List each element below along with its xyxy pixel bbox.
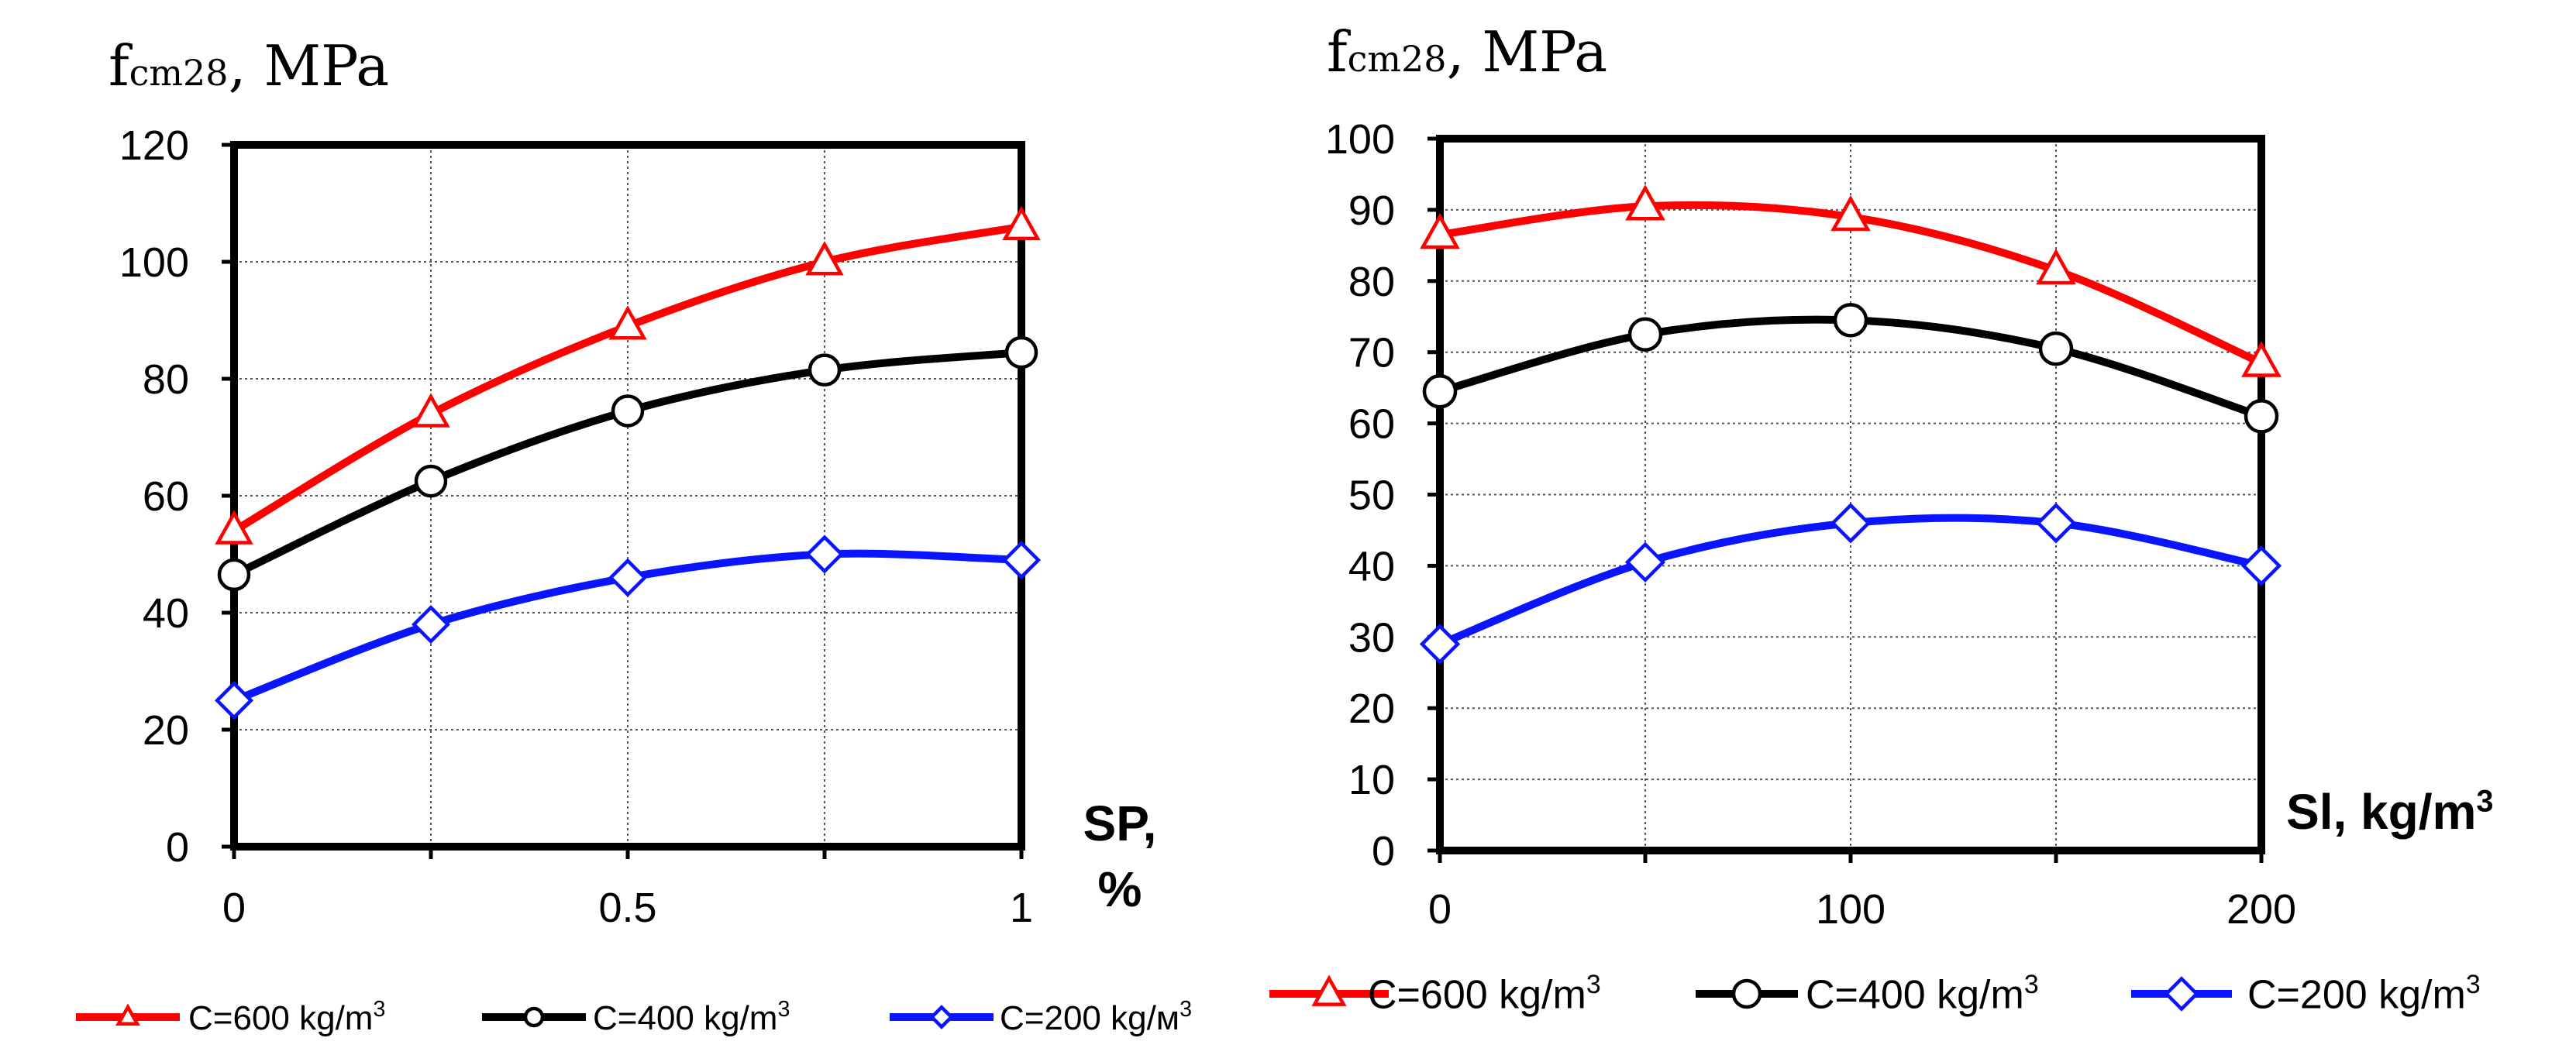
chart0-data-point-triangle [412, 393, 450, 428]
chart0-legend-label: C=200 kg/м3 [1000, 997, 1192, 1037]
chart1-y-tick-label: 50 [1348, 473, 1395, 519]
chart0-legend-marker-circle [523, 1006, 545, 1028]
chart0-y-tick-label: 80 [143, 356, 189, 403]
chart0-x-axis-label-line2: % [1098, 861, 1142, 917]
chart1-data-point-diamond [1624, 541, 1666, 583]
chart1-y-tick-label: 20 [1348, 686, 1395, 732]
chart0-data-point-triangle [805, 240, 844, 276]
chart0-x-tick-label: 0.5 [598, 885, 656, 931]
chart0-data-point-diamond [804, 534, 845, 574]
chart0-legend-marker-diamond [929, 1005, 954, 1029]
chart0-legend-label: C=400 kg/m3 [593, 997, 790, 1037]
chart1-y-tick-label: 30 [1348, 614, 1395, 661]
chart1-y-axis-label: fcm28, MPa [1327, 19, 1607, 84]
chart0-data-point-triangle [608, 305, 647, 340]
chart0-y-tick-label: 120 [119, 122, 189, 169]
chart1-y-tick-label: 40 [1348, 543, 1395, 589]
chart1-data-point-diamond [1419, 624, 1461, 665]
chart1-y-tick-label: 60 [1348, 401, 1395, 448]
chart-right-sl: 0 10 20 30 40 50 60 70 80 90 100 0 100 200 fcm28, MPa S… [1269, 19, 2493, 1018]
chart1-data-point-triangle [1420, 212, 1460, 249]
chart0-data-point-diamond [411, 605, 451, 644]
chart1-x-axis-label: Sl, kg/m3 [2286, 784, 2493, 840]
chart0-y-tick-label: 100 [119, 239, 189, 286]
chart0-data-point-circle [217, 558, 251, 592]
chart1-y-tick-label: 80 [1348, 259, 1395, 305]
chart0-y-tick-label: 0 [166, 824, 189, 871]
chart1-x-tick-label: 0 [1428, 886, 1452, 933]
chart0-series-1 [217, 335, 1038, 592]
chart0-legend-label: C=600 kg/m3 [188, 997, 385, 1037]
chart0-series-0 [215, 205, 1041, 545]
chart1-legend-label: C=200 kg/m3 [2247, 970, 2481, 1018]
chart1-legend-label: C=600 kg/m3 [1368, 970, 1601, 1018]
chart0-y-axis-label: fcm28, MPa [108, 33, 389, 98]
chart1-y-tick-label: 0 [1372, 828, 1395, 875]
chart0-legend-marker-triangle [115, 1003, 140, 1026]
chart1-y-tick-label: 70 [1348, 330, 1395, 376]
chart0-y-tick-label: 40 [143, 590, 189, 637]
chart1-series-0 [1420, 184, 2282, 377]
chart0-data-point-diamond [608, 558, 648, 597]
chart1-legend-marker-triangle [1311, 974, 1347, 1006]
chart1-data-point-triangle [1625, 184, 1665, 221]
chart0-gridlines [234, 145, 1021, 847]
chart1-data-point-triangle [1830, 194, 1871, 232]
chart1-data-point-circle [2244, 399, 2279, 434]
chart1-data-point-triangle [2241, 341, 2282, 377]
chart1-gridlines [1440, 139, 2261, 851]
chart1-data-point-diamond [2035, 503, 2077, 544]
chart0-data-point-diamond [1001, 541, 1042, 580]
chart1-legend-marker-diamond [2164, 976, 2199, 1012]
chart1-legend-marker-circle [1731, 978, 1762, 1009]
chart1-data-point-diamond [2240, 545, 2282, 586]
chart1-series-1 [1422, 303, 2279, 434]
chart1-data-point-circle [1833, 303, 1868, 338]
chart1-y-tick-label: 90 [1348, 187, 1395, 234]
chart0-data-point-circle [611, 394, 645, 428]
chart1-legend: C=600 kg/m3 C=400 kg/m3 C=200 kg/m3 [1269, 970, 2481, 1018]
chart0-data-point-triangle [1002, 205, 1041, 241]
chart1-x-tick-label: 100 [1816, 886, 1886, 933]
chart0-data-point-circle [1004, 335, 1038, 369]
chart0-x-tick-label: 0 [222, 885, 246, 931]
chart0-x-tick-label: 1 [1010, 885, 1033, 931]
chart1-data-point-circle [1627, 317, 1663, 352]
chart1-data-point-triangle [2036, 248, 2076, 285]
chart1-legend-label: C=400 kg/m3 [1806, 970, 2039, 1018]
chart-left-sp: 0 20 40 60 80 100 120 0 0.5 1 fcm28, MPa SP,% C=600 … [76, 33, 1192, 1037]
chart0-data-point-diamond [214, 681, 254, 720]
chart0-legend: C=600 kg/m3 C=400 kg/m3 C=200 kg/м3 [76, 997, 1192, 1037]
chart1-y-tick-label: 10 [1348, 757, 1395, 803]
chart0-data-point-circle [414, 464, 448, 498]
chart1-data-point-circle [1422, 373, 1458, 409]
chart1-y-tick-label: 100 [1325, 116, 1395, 163]
chart0-y-tick-label: 20 [143, 707, 189, 754]
chart1-series-2 [1419, 503, 2282, 665]
chart0-y-tick-label: 60 [143, 473, 189, 520]
chart0-data-point-triangle [215, 510, 253, 545]
chart0-series-2 [214, 534, 1042, 720]
chart0-data-point-circle [808, 353, 842, 387]
chart1-data-point-diamond [1830, 503, 1872, 544]
chart1-data-point-circle [2038, 331, 2074, 366]
chart0-x-axis-label-line1: SP, [1083, 796, 1157, 851]
chart1-x-tick-label: 200 [2226, 886, 2296, 933]
